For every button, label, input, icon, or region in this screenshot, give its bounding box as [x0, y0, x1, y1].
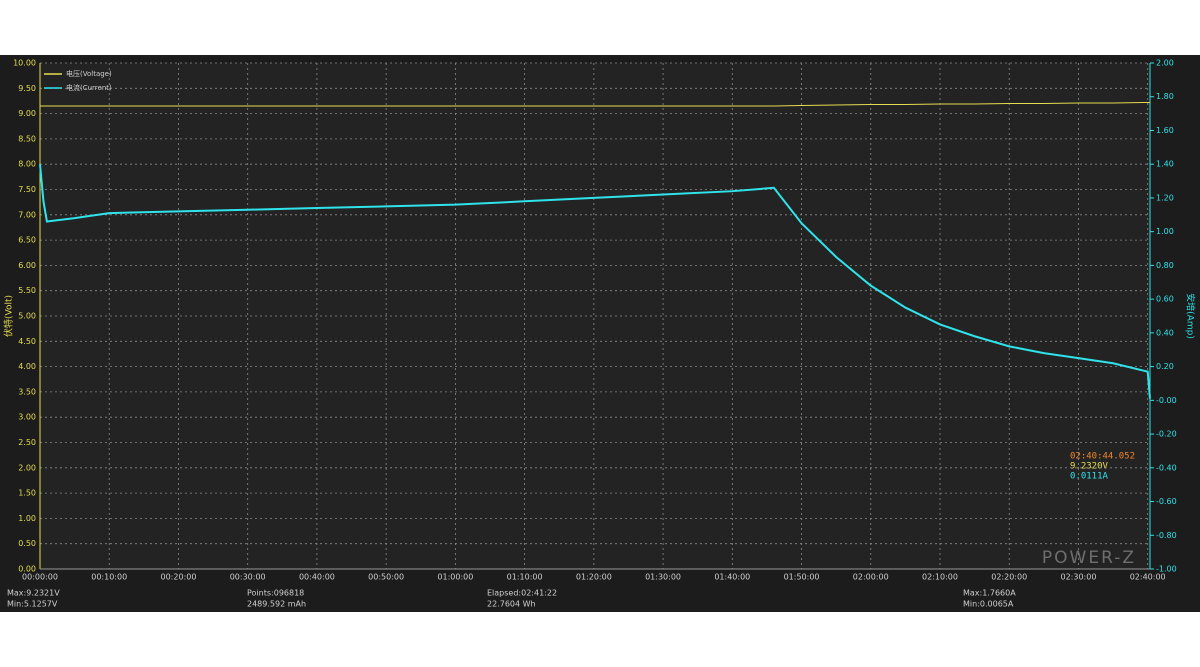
legend-label: 电压(Voltage)	[66, 69, 112, 78]
y-tick-label: 6.50	[18, 236, 36, 245]
series-line	[39, 164, 1151, 399]
y-tick-label: 7.00	[18, 210, 36, 219]
stat: 22.7604 Wh	[487, 600, 536, 609]
y2-tick-label: 1.20	[1156, 193, 1174, 202]
y2-tick-label: -0.20	[1156, 430, 1177, 439]
x-tick-label: 00:50:00	[368, 573, 404, 582]
x-tick-label: 02:30:00	[1060, 573, 1096, 582]
x-tick-label: 01:00:00	[437, 573, 473, 582]
y-tick-label: 3.00	[18, 413, 36, 422]
y-tick-label: 7.50	[18, 185, 36, 194]
y-axis-label: 伏特(Volt)	[3, 295, 15, 337]
y2-tick-label: -0.80	[1156, 531, 1177, 540]
y2-tick-label: -0.60	[1156, 497, 1177, 506]
x-tick-label: 00:00:00	[22, 573, 58, 582]
logo: POWER-Z	[1042, 548, 1136, 568]
y2-tick-label: 0.60	[1156, 295, 1174, 304]
y-tick-label: 2.00	[18, 463, 36, 472]
x-tick-label: 00:20:00	[160, 573, 196, 582]
x-tick-label: 00:10:00	[91, 573, 127, 582]
y-tick-label: 5.50	[18, 286, 36, 295]
stat: Min:5.1257V	[7, 600, 58, 609]
y-tick-label: 10.00	[13, 59, 36, 68]
y2-tick-label: -1.00	[1156, 565, 1177, 574]
y-tick-label: 2.50	[18, 438, 36, 447]
x-tick-label: 01:40:00	[714, 573, 750, 582]
y-tick-label: 9.50	[18, 84, 36, 93]
stat: 2489.592 mAh	[247, 600, 306, 609]
stat: Elapsed:02:41:22	[487, 589, 557, 598]
y-tick-label: 6.00	[18, 261, 36, 270]
y2-tick-label: 2.00	[1156, 59, 1174, 68]
stat: Min:0.0065A	[963, 600, 1014, 609]
y-tick-label: 9.00	[18, 109, 36, 118]
y2-tick-label: 1.40	[1156, 160, 1174, 169]
y2-tick-label: -0.00	[1156, 396, 1177, 405]
y2-tick-label: 0.80	[1156, 261, 1174, 270]
x-tick-label: 01:10:00	[507, 573, 543, 582]
y-tick-label: 8.50	[18, 134, 36, 143]
stat: Points:096818	[247, 589, 304, 598]
y-tick-label: 0.50	[18, 539, 36, 548]
legend-label: 电流(Current)	[66, 83, 112, 92]
y-tick-label: 1.00	[18, 514, 36, 523]
y2-tick-label: 0.20	[1156, 362, 1174, 371]
series-line	[40, 101, 1150, 107]
readout-time: 02:40:44.052	[1070, 452, 1135, 462]
y2-tick-label: 1.60	[1156, 126, 1174, 135]
y-tick-label: 8.00	[18, 160, 36, 169]
x-tick-label: 01:50:00	[784, 573, 820, 582]
y2-axis-label: 安培(Amp)	[1185, 293, 1197, 339]
y2-tick-label: 1.80	[1156, 92, 1174, 101]
stat: Max:1.7660A	[963, 589, 1016, 598]
y2-tick-label: -0.40	[1156, 463, 1177, 472]
x-tick-label: 00:40:00	[299, 573, 335, 582]
y-tick-label: 5.00	[18, 312, 36, 321]
y-tick-label: 4.00	[18, 362, 36, 371]
stat: Max:9.2321V	[7, 589, 60, 598]
x-tick-label: 02:40:00	[1130, 573, 1166, 582]
y-tick-label: 4.50	[18, 337, 36, 346]
y2-tick-label: 0.40	[1156, 328, 1174, 337]
x-tick-label: 02:20:00	[991, 573, 1027, 582]
x-tick-label: 02:00:00	[853, 573, 889, 582]
readout-voltage: 9.2320V	[1070, 462, 1109, 472]
x-tick-label: 01:20:00	[576, 573, 612, 582]
readout-current: 0.0111A	[1070, 472, 1109, 482]
y-tick-label: 1.50	[18, 489, 36, 498]
x-tick-label: 01:30:00	[645, 573, 681, 582]
x-tick-label: 02:10:00	[922, 573, 958, 582]
y-tick-label: 0.00	[18, 565, 36, 574]
y-tick-label: 3.50	[18, 387, 36, 396]
x-tick-label: 00:30:00	[230, 573, 266, 582]
y2-tick-label: 1.00	[1156, 227, 1174, 236]
